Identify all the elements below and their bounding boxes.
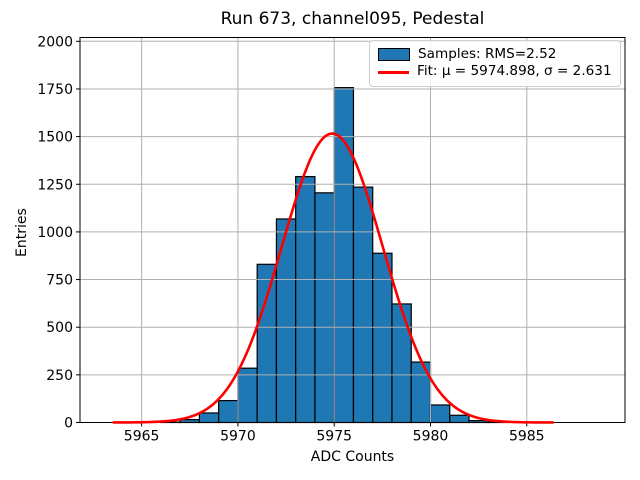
histogram-bar	[295, 176, 316, 424]
histogram-bar	[352, 186, 374, 424]
legend-samples-label: Samples: RMS=2.52	[418, 45, 557, 62]
y-tick-label: 1750	[37, 82, 73, 98]
y-tick-label: 0	[64, 416, 73, 432]
histogram-bar	[449, 414, 470, 424]
histogram-bar	[429, 404, 451, 424]
y-tick-label: 750	[46, 273, 73, 289]
x-tick-label: 5970	[220, 429, 256, 445]
fit-curve	[112, 132, 555, 424]
histogram-bar	[237, 367, 258, 424]
chart-title: Run 673, channel095, Pedestal	[220, 9, 485, 29]
y-tick-label: 1500	[37, 130, 73, 146]
histogram-bar	[256, 263, 278, 424]
legend: Samples: RMS=2.52 Fit: μ = 5974.898, σ =…	[369, 40, 621, 87]
y-tick-label: 250	[46, 368, 73, 384]
y-tick-label: 2000	[37, 34, 73, 50]
x-axis-label: ADC Counts	[310, 449, 395, 465]
y-tick-label: 1000	[37, 225, 73, 241]
histogram-bar	[314, 192, 335, 424]
axes-frame	[79, 37, 626, 423]
x-tick-label: 5965	[124, 429, 160, 445]
histogram-bar	[275, 218, 297, 424]
histogram-bar	[198, 412, 220, 424]
x-tick-label: 5975	[316, 429, 352, 445]
y-tick-label: 500	[46, 320, 73, 336]
x-tick-label: 5985	[509, 429, 545, 445]
legend-item-samples: Samples: RMS=2.52	[378, 45, 612, 62]
legend-fit-line-swatch	[378, 70, 409, 74]
y-tick-label: 1250	[37, 177, 73, 193]
y-axis-label: Entries	[14, 208, 30, 257]
histogram-bar	[333, 87, 355, 424]
histogram-bar	[218, 399, 239, 424]
legend-fit-label: Fit: μ = 5974.898, σ = 2.631	[417, 63, 612, 80]
legend-samples-swatch	[378, 48, 410, 62]
histogram-bar	[391, 303, 412, 424]
x-tick-label: 5980	[413, 429, 449, 445]
legend-item-fit: Fit: μ = 5974.898, σ = 2.631	[378, 65, 612, 79]
histogram-bar	[372, 252, 393, 424]
